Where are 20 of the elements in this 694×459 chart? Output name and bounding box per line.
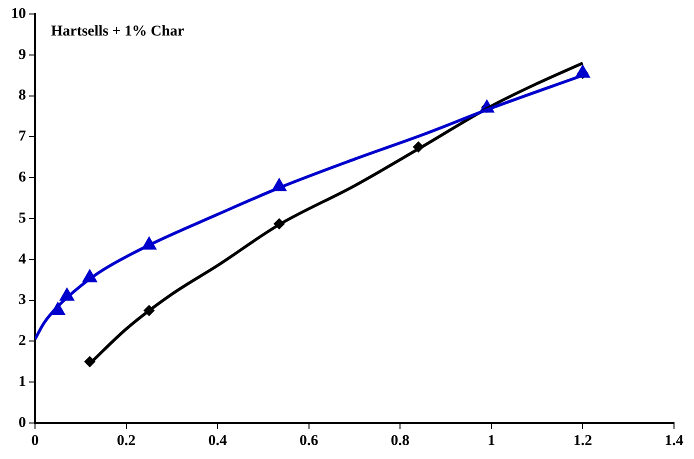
annotation: Hartsells + 1% Char	[51, 23, 184, 40]
x-tick-label: 0.8	[390, 432, 410, 449]
y-tick-label: 2	[18, 333, 26, 350]
y-tick-label: 5	[18, 210, 26, 226]
x-tick-label: 0.4	[208, 432, 228, 449]
x-tick-label: 0.2	[116, 432, 136, 449]
x-tick-label: 1.2	[573, 432, 592, 449]
y-tick-label: 0	[18, 414, 26, 431]
x-tick-label: 1	[488, 432, 496, 449]
y-tick-label: 6	[18, 169, 26, 186]
y-tick-label: 3	[18, 292, 26, 308]
y-tick-label: 9	[18, 46, 26, 63]
y-tick-label: 1	[18, 374, 26, 390]
x-tick-label: 1.4	[664, 432, 684, 449]
y-tick-label: 4	[18, 251, 26, 268]
y-tick-label: 8	[18, 88, 26, 104]
y-tick-label: 7	[18, 128, 26, 145]
x-tick-label: 0.6	[299, 432, 319, 449]
y-tick-label: 10	[11, 6, 26, 22]
x-tick-label: 0	[31, 432, 39, 449]
